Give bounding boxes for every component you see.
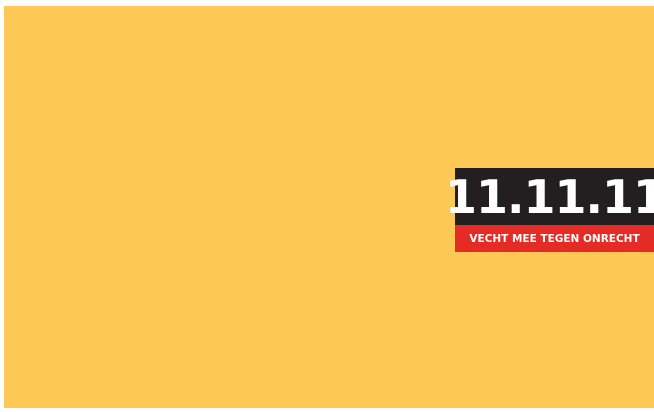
logo-title: 11.11.11 [445, 168, 654, 225]
logo[interactable]: 11.11.11 VECHT MEE TEGEN ONRECHT [445, 168, 654, 252]
logo-tagline: VECHT MEE TEGEN ONRECHT [455, 225, 654, 252]
